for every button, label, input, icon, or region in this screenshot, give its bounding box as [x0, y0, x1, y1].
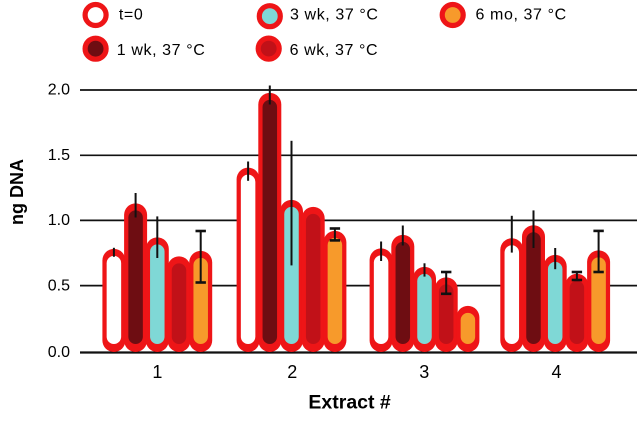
svg-text:Extract #: Extract #: [308, 392, 391, 414]
svg-text:1: 1: [152, 362, 162, 382]
svg-text:0.0: 0.0: [48, 344, 70, 361]
svg-text:3 wk, 37 °C: 3 wk, 37 °C: [290, 7, 379, 24]
svg-text:1.5: 1.5: [48, 147, 70, 164]
svg-text:ng DNA: ng DNA: [7, 159, 27, 225]
svg-text:6 mo, 37 °C: 6 mo, 37 °C: [476, 7, 567, 24]
svg-text:1 wk, 37 °C: 1 wk, 37 °C: [117, 42, 206, 59]
svg-text:4: 4: [551, 362, 561, 382]
svg-text:2.0: 2.0: [48, 82, 70, 99]
svg-text:t=0: t=0: [119, 7, 143, 24]
svg-text:2: 2: [287, 362, 297, 382]
svg-text:6 wk, 37 °C: 6 wk, 37 °C: [290, 42, 379, 59]
svg-text:3: 3: [419, 362, 429, 382]
svg-text:1.0: 1.0: [48, 212, 70, 229]
svg-text:0.5: 0.5: [48, 277, 70, 294]
